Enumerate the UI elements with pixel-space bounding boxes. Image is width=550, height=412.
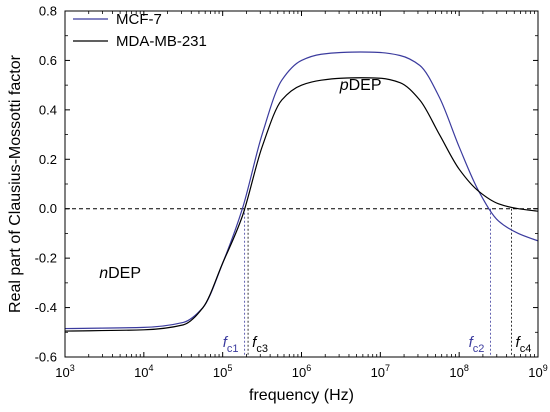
region-label-ndep: nDEP [99,265,141,282]
y-tick-label: -0.6 [35,350,57,365]
legend: MCF-7 MDA-MB-231 [73,11,207,50]
axes: 103 104 105 106 107 108 109 -0.6 -0.4 -0.2 0.0 0.2 0… [7,4,548,405]
x-tick-label: 109 [528,363,547,380]
x-tick-label: 104 [134,363,153,380]
crossover-label-c2: fc2 [469,334,485,355]
y-axis-title: Real part of Clausius-Mossotti factor [7,54,24,313]
annotations: nDEP pDEP fc1 fc3 fc2 fc4 [99,77,531,355]
x-tick-label: 103 [55,363,74,380]
y-tick-label: 0.2 [39,152,57,167]
x-tick-label: 107 [371,363,390,380]
crossover-label-c3: fc3 [252,334,268,355]
crossover-label-c4: fc4 [516,334,532,355]
plot-frame [64,10,539,358]
crossover-label-c1: fc1 [223,334,239,355]
series-line-mcf-7 [65,51,538,330]
y-tick-label: 0.8 [39,4,57,19]
legend-label: MDA-MB-231 [116,33,207,50]
x-tick-label: 106 [292,363,311,380]
region-label-pdep: pDEP [339,77,382,94]
x-tick-label: 108 [449,363,468,380]
y-tick-label: 0.4 [39,102,57,117]
series-line-mda-mb-231 [65,77,538,332]
x-tick-label: 105 [213,363,232,380]
y-tick-label: -0.2 [35,251,57,266]
y-tick-label: -0.4 [35,300,57,315]
y-tick-label: 0.0 [39,201,57,216]
x-axis-title: frequency (Hz) [249,387,354,404]
plot-area [65,51,538,357]
legend-label: MCF-7 [116,11,162,28]
y-tick-label: 0.6 [39,53,57,68]
